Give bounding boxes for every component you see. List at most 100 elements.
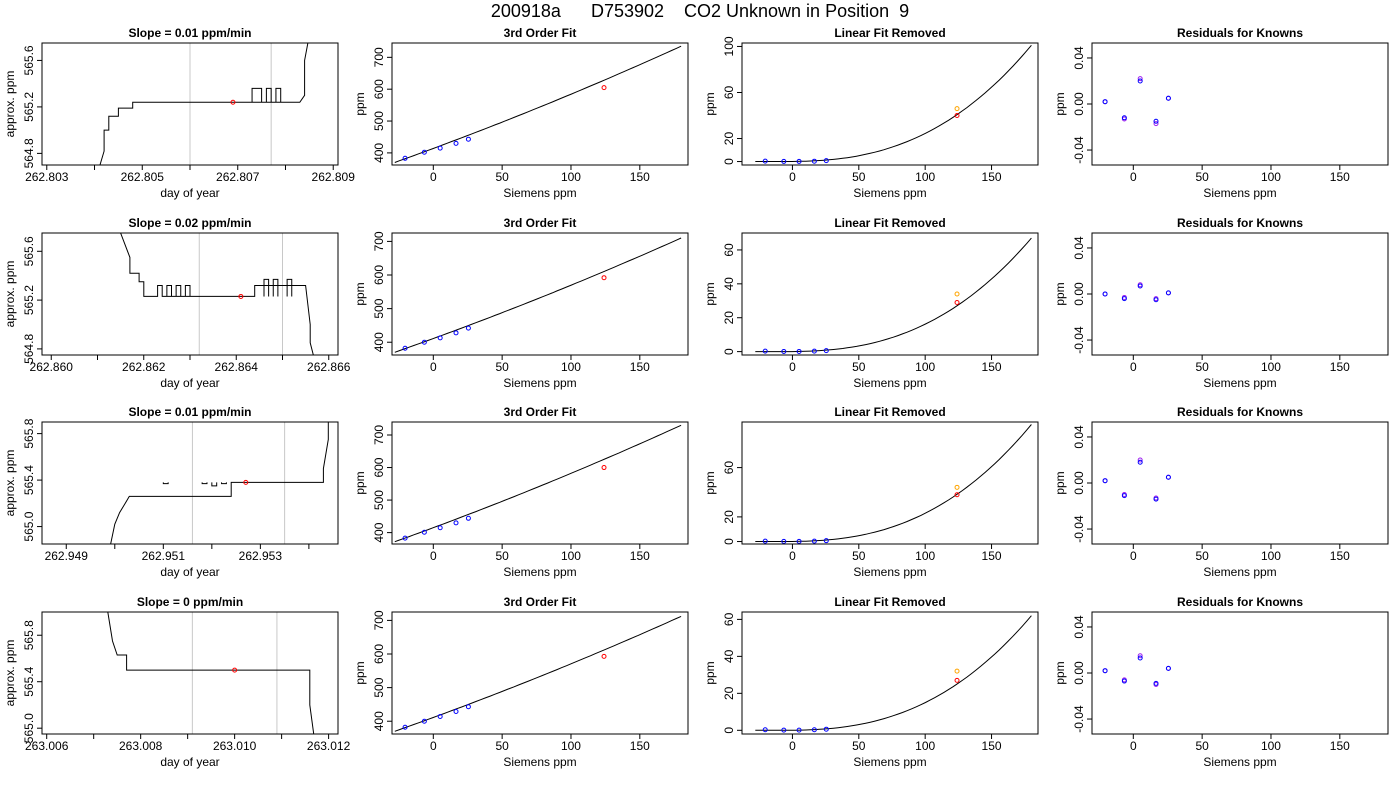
y-tick-label: 600	[372, 79, 386, 99]
panel-2: 3rd Order Fit Siemens ppm ppm 0 50 100 150 400 5…	[353, 26, 689, 200]
x-axis-label: Siemens ppm	[503, 755, 576, 769]
y-axis-label: ppm	[703, 661, 717, 684]
x-tick-label: 100	[915, 549, 935, 563]
panel-6: 3rd Order Fit Siemens ppm ppm 0 50 100 150 400 5…	[353, 216, 689, 390]
x-tick-label: 262.953	[239, 549, 283, 563]
y-tick-label: 565.8	[22, 620, 36, 650]
trace-blip	[286, 278, 293, 297]
fit-curve	[394, 424, 682, 543]
y-tick-label: 0.04	[1072, 236, 1086, 260]
y-tick-label: 100	[722, 36, 736, 56]
y-tick-label: 565.0	[22, 511, 36, 541]
y-tick-label: 600	[372, 265, 386, 285]
known-standard-point	[781, 727, 787, 733]
x-tick-label: 263.006	[25, 739, 69, 753]
panel-title: Slope = 0 ppm/min	[137, 595, 243, 609]
x-tick-label: 263.008	[119, 739, 163, 753]
x-axis-label: Siemens ppm	[1203, 186, 1276, 200]
panel-title: Residuals for Knowns	[1177, 216, 1303, 230]
residual-point	[1137, 655, 1143, 661]
x-tick-label: 0	[789, 739, 796, 753]
plot-frame	[41, 611, 339, 735]
residual-point	[1153, 496, 1159, 502]
y-tick-label: 20	[722, 510, 736, 524]
x-tick-label: 262.807	[216, 170, 260, 184]
residual-point-alt	[1137, 653, 1143, 659]
unknown-point	[601, 465, 607, 471]
x-tick-label: 50	[1195, 360, 1209, 374]
known-standard-point	[437, 714, 443, 720]
known-standard-point	[796, 538, 802, 544]
unknown-point	[954, 677, 960, 683]
x-tick-label: 100	[1261, 549, 1281, 563]
known-standard-point	[421, 529, 427, 535]
y-tick-label: -0.04	[1072, 705, 1086, 733]
unknown-point	[954, 299, 960, 305]
panel-15: Linear Fit Removed Siemens ppm ppm 0 50 100 15…	[703, 595, 1039, 769]
panel-7: Linear Fit Removed Siemens ppm ppm 0 50 100 15…	[703, 216, 1039, 390]
x-tick-label: 150	[1330, 549, 1350, 563]
residual-point	[1121, 678, 1127, 684]
y-axis-label: ppm	[703, 92, 717, 115]
trace-blip	[166, 284, 172, 297]
known-standard-point	[823, 726, 829, 732]
residual-point-alt	[1153, 121, 1159, 127]
y-tick-label: 60	[722, 461, 736, 475]
y-tick-label: 400	[372, 143, 386, 163]
panel-title: Slope = 0.02 ppm/min	[128, 216, 251, 230]
residual-point	[1121, 296, 1127, 302]
known-standard-point	[811, 727, 817, 733]
known-standard-point	[465, 136, 471, 142]
x-axis-label: Siemens ppm	[503, 376, 576, 390]
residual-point	[1165, 290, 1171, 296]
residual-point	[1165, 665, 1171, 671]
known-standard-point	[437, 335, 443, 341]
x-tick-label: 50	[852, 549, 866, 563]
plot-frame	[41, 232, 339, 356]
plot-area	[394, 237, 682, 353]
y-tick-label: 565.6	[22, 236, 36, 266]
x-tick-label: 0	[1130, 170, 1137, 184]
x-axis-label: day of year	[160, 376, 219, 390]
residual-point	[1165, 474, 1171, 480]
trace-blip	[162, 482, 169, 485]
plot-area	[394, 615, 682, 732]
y-tick-label: 40	[722, 649, 736, 663]
y-tick-label: 500	[372, 298, 386, 318]
y-tick-label: -0.04	[1072, 326, 1086, 354]
panel-title: Slope = 0.01 ppm/min	[128, 26, 251, 40]
panel-title: Slope = 0.01 ppm/min	[128, 405, 251, 419]
plot-area	[99, 43, 309, 165]
panel-5: Slope = 0.02 ppm/min day of year approx. p…	[3, 216, 351, 390]
trace-blip	[263, 278, 270, 297]
y-tick-label: 700	[372, 231, 386, 251]
known-standard-point	[465, 515, 471, 521]
plot-frame	[1091, 611, 1389, 735]
y-tick-label: 60	[722, 612, 736, 626]
plot-frame	[391, 421, 689, 545]
concentration-trace	[99, 43, 309, 165]
known-standard-point	[781, 348, 787, 354]
x-axis-label: Siemens ppm	[853, 755, 926, 769]
known-standard-point	[811, 538, 817, 544]
residual-point	[1153, 118, 1159, 124]
x-tick-label: 150	[630, 549, 650, 563]
y-tick-label: 600	[372, 457, 386, 477]
fit-curve	[394, 45, 682, 163]
unknown-raw-point	[954, 291, 960, 297]
x-tick-label: 100	[561, 360, 581, 374]
panel-title: 3rd Order Fit	[504, 26, 577, 40]
x-tick-label: 0	[430, 739, 437, 753]
y-tick-label: 0	[722, 348, 736, 355]
known-standard-point	[465, 325, 471, 331]
plot-frame	[741, 42, 1039, 166]
panel-10: 3rd Order Fit Siemens ppm ppm 0 50 100 150 400 5…	[353, 405, 689, 579]
trace-blip	[251, 87, 263, 103]
x-tick-label: 150	[1330, 170, 1350, 184]
y-axis-label: ppm	[1053, 92, 1067, 115]
known-standard-point	[811, 348, 817, 354]
y-tick-label: 20	[722, 132, 736, 146]
x-tick-label: 262.809	[312, 170, 356, 184]
panel-title: Linear Fit Removed	[834, 216, 945, 230]
x-tick-label: 100	[1261, 170, 1281, 184]
